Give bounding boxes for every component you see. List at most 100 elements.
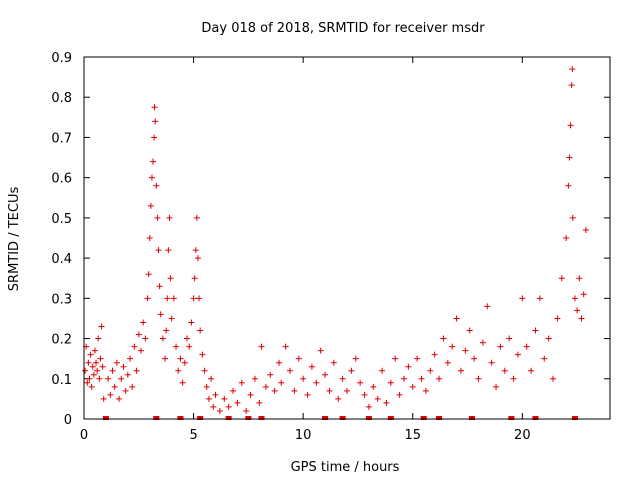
- data-point: [501, 367, 508, 374]
- data-point: [352, 355, 359, 362]
- data-point: [335, 395, 342, 402]
- data-point: [418, 375, 425, 382]
- data-point: [295, 355, 302, 362]
- data-point: [154, 214, 161, 221]
- zero-value-marker: [245, 416, 252, 420]
- y-axis-label: SRMTID / TECUs: [7, 187, 22, 292]
- data-point: [127, 355, 134, 362]
- data-point: [196, 295, 203, 302]
- data-point: [566, 154, 573, 161]
- data-point: [243, 407, 250, 414]
- data-point: [568, 82, 575, 89]
- data-point: [230, 387, 237, 394]
- data-point: [488, 359, 495, 366]
- plot-frame: [83, 56, 611, 420]
- x-tick-label: 5: [189, 428, 197, 443]
- y-tick-label: 0: [64, 413, 72, 428]
- data-point: [308, 363, 315, 370]
- y-tick-label: 0.7: [51, 131, 72, 146]
- data-point: [203, 383, 210, 390]
- data-point: [137, 347, 144, 354]
- data-point: [427, 367, 434, 374]
- data-point: [545, 335, 552, 342]
- data-point: [212, 391, 219, 398]
- data-point: [129, 383, 136, 390]
- y-tick-label: 0.8: [51, 91, 72, 106]
- data-point: [523, 343, 530, 350]
- data-point: [409, 383, 416, 390]
- data-point: [164, 295, 171, 302]
- data-point: [462, 347, 469, 354]
- data-points: [82, 66, 589, 414]
- data-point: [247, 391, 254, 398]
- data-point: [444, 359, 451, 366]
- data-point: [87, 351, 94, 358]
- data-point: [536, 295, 543, 302]
- data-point: [210, 403, 217, 410]
- data-point: [436, 375, 443, 382]
- data-point: [519, 295, 526, 302]
- zero-value-marker: [387, 416, 394, 420]
- data-point: [133, 367, 140, 374]
- data-point: [563, 235, 570, 241]
- data-point: [326, 387, 333, 394]
- data-point: [258, 343, 265, 350]
- data-point: [497, 343, 504, 350]
- zero-markers: [102, 416, 578, 420]
- data-point: [98, 323, 105, 330]
- zero-value-marker: [436, 416, 443, 420]
- data-point: [95, 335, 102, 342]
- data-point: [475, 375, 482, 382]
- data-point: [330, 359, 337, 366]
- data-point: [144, 295, 151, 302]
- data-point: [109, 367, 116, 374]
- data-point: [184, 335, 191, 342]
- data-point: [449, 343, 456, 350]
- zero-value-marker: [197, 416, 204, 420]
- data-point: [405, 363, 412, 370]
- data-point: [170, 295, 177, 302]
- data-point: [85, 359, 92, 366]
- zero-value-marker: [420, 416, 427, 420]
- zero-value-marker: [153, 416, 160, 420]
- data-point: [166, 214, 173, 221]
- data-point: [208, 375, 215, 382]
- data-point: [484, 303, 491, 310]
- data-point: [216, 407, 223, 414]
- data-point: [565, 182, 572, 189]
- data-point: [162, 355, 169, 362]
- data-point: [506, 335, 513, 342]
- data-point: [300, 375, 307, 382]
- data-point: [532, 327, 539, 334]
- data-point: [578, 315, 585, 322]
- data-point: [221, 395, 228, 402]
- data-point: [181, 359, 188, 366]
- data-point: [440, 335, 447, 342]
- zero-value-marker: [532, 416, 539, 420]
- data-point: [100, 395, 107, 402]
- data-point: [339, 375, 346, 382]
- y-tick-label: 0.1: [51, 373, 72, 388]
- y-tick-labels: 0 0.1 0.2 0.3 0.4 0.5 0.6 0.7 0.8 0.9: [51, 51, 72, 428]
- data-point: [96, 375, 103, 382]
- data-point: [111, 383, 118, 390]
- data-point: [276, 359, 283, 366]
- data-point: [374, 395, 381, 402]
- data-point: [199, 351, 206, 358]
- data-point: [151, 104, 158, 111]
- zero-value-marker: [468, 416, 475, 420]
- data-point: [97, 355, 104, 362]
- data-point: [152, 118, 159, 125]
- data-point: [361, 391, 368, 398]
- data-point: [159, 335, 166, 342]
- data-point: [113, 359, 120, 366]
- data-point: [131, 343, 138, 350]
- y-tick-label: 0.3: [51, 292, 72, 307]
- data-point: [414, 355, 421, 362]
- data-point: [234, 399, 241, 406]
- zero-value-marker: [365, 416, 372, 420]
- data-point: [541, 355, 548, 362]
- data-point: [107, 391, 114, 398]
- data-point: [238, 379, 245, 386]
- data-point: [322, 371, 329, 378]
